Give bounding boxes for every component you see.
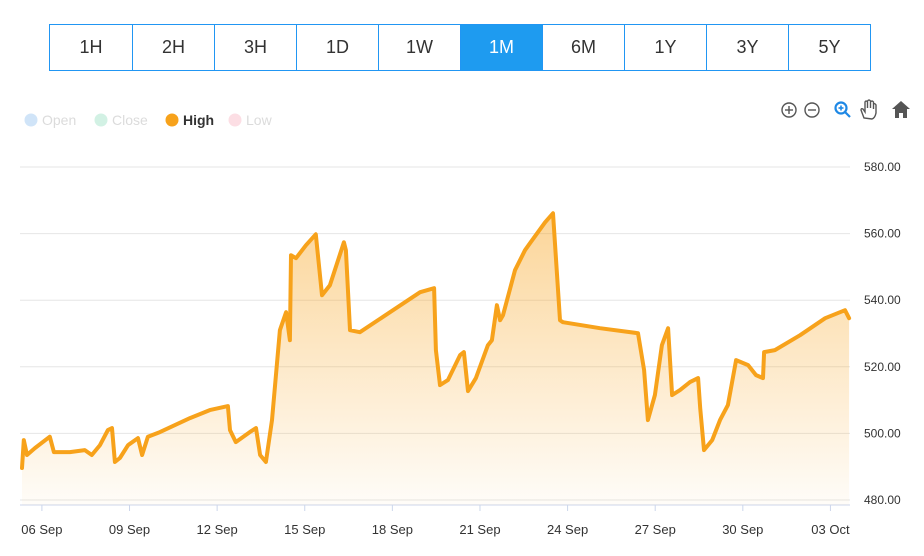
y-tick-label: 580.00 <box>864 160 901 174</box>
toolbar <box>781 99 910 120</box>
x-tick-label: 21 Sep <box>459 522 500 537</box>
range-button[interactable]: 1W <box>378 25 460 70</box>
zoom-out-button[interactable] <box>804 102 820 118</box>
series-line <box>20 211 852 470</box>
x-tick-label: 03 Oct <box>811 522 850 537</box>
legend-label: Close <box>112 112 148 128</box>
range-selector: 1H 2H 3H 1D 1W 1M 6M 1Y 3Y 5Y <box>49 24 871 71</box>
y-tick-label: 540.00 <box>864 293 901 307</box>
legend-label: High <box>183 112 214 128</box>
legend-item[interactable]: Open <box>24 112 77 128</box>
legend-item[interactable]: Close <box>94 112 149 128</box>
pan-button[interactable] <box>860 99 877 120</box>
range-button[interactable]: 6M <box>542 25 624 70</box>
legend-label: Open <box>42 112 76 128</box>
x-tick-label: 30 Sep <box>722 522 763 537</box>
y-tick-label: 480.00 <box>864 493 901 507</box>
reset-button[interactable] <box>892 101 910 118</box>
y-tick-label: 520.00 <box>864 360 901 374</box>
range-button[interactable]: 3H <box>214 25 296 70</box>
range-button[interactable]: 1M <box>460 25 542 70</box>
x-tick-label: 12 Sep <box>197 522 238 537</box>
legend-marker <box>94 113 108 127</box>
legend-marker <box>228 113 242 127</box>
range-button[interactable]: 1H <box>79 37 103 57</box>
zoom-in-button[interactable] <box>781 102 797 118</box>
y-tick-label: 560.00 <box>864 227 901 241</box>
x-tick-label: 24 Sep <box>547 522 588 537</box>
legend-label: Low <box>246 112 273 128</box>
range-button[interactable]: 3Y <box>706 25 788 70</box>
x-tick-label: 15 Sep <box>284 522 325 537</box>
legend-item[interactable]: Low <box>228 112 273 128</box>
legend-marker <box>24 113 38 127</box>
y-tick-label: 500.00 <box>864 426 901 440</box>
x-tick-label: 09 Sep <box>109 522 150 537</box>
range-button[interactable]: 2H <box>132 25 214 70</box>
x-tick-label: 06 Sep <box>21 522 62 537</box>
x-tick-label: 18 Sep <box>372 522 413 537</box>
area-fill <box>22 213 850 506</box>
range-button[interactable]: 1Y <box>624 25 706 70</box>
range-button[interactable]: 5Y <box>788 25 870 70</box>
x-tick-label: 27 Sep <box>635 522 676 537</box>
legend-item[interactable]: High <box>165 112 215 128</box>
selection-zoom-button[interactable] <box>834 101 851 118</box>
legend-marker <box>165 113 179 127</box>
range-button[interactable]: 1D <box>296 25 378 70</box>
